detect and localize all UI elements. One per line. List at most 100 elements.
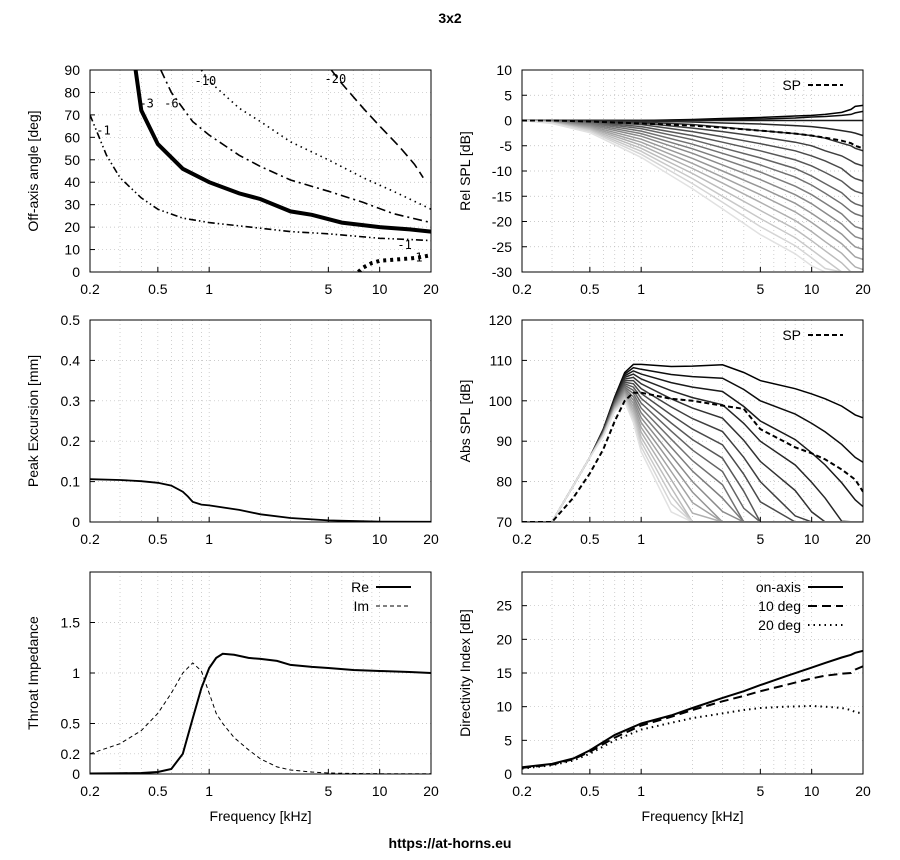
- y-axis-label: Throat Impedance: [25, 616, 41, 730]
- sp-line: [522, 391, 863, 522]
- plot-border: [89, 319, 432, 523]
- series-line: [90, 478, 431, 522]
- x-tick-label: 10: [804, 783, 820, 799]
- y-tick-label: 0.5: [61, 312, 81, 328]
- series-line: [522, 119, 863, 272]
- series-line: [522, 119, 863, 271]
- y-tick-label: 40: [64, 174, 80, 190]
- panel-relspl: 0.2 0.5 1 5 10 20 -30 -25 -20 -15 -10 -5 0 5 10 Rel SPL…: [457, 62, 871, 297]
- x-axis-label: Frequency [kHz]: [210, 808, 312, 824]
- panel-excursion: 0.2 0.5 1 5 10 20 0 0.1 0.2 0.3 0.4 0.5 Peak Excursi…: [25, 312, 439, 547]
- plot-area: [90, 652, 431, 774]
- x-tick-label: 5: [324, 783, 332, 799]
- y-tick-label: 10: [496, 699, 512, 715]
- legend-label: SP: [782, 77, 801, 93]
- y-tick-label: 100: [489, 393, 513, 409]
- legend: SP: [782, 77, 843, 93]
- x-tick-label: 1: [205, 783, 213, 799]
- x-tick-label: 5: [324, 531, 332, 547]
- x-tick-label: 5: [756, 783, 764, 799]
- x-tick-label: 10: [372, 281, 388, 297]
- x-tick-label: 1: [637, 531, 645, 547]
- y-tick-label: 10: [64, 242, 80, 258]
- y-tick-label: 1.5: [61, 615, 81, 631]
- series-line: [522, 119, 863, 230]
- x-tick-label: 5: [756, 531, 764, 547]
- y-tick-label: 25: [496, 598, 512, 614]
- y-tick-label: 0: [72, 766, 80, 782]
- contour-label: -1: [397, 238, 411, 252]
- series-line: [522, 119, 863, 240]
- legend-label: Im: [353, 598, 369, 614]
- plot-area: [90, 478, 431, 522]
- x-tick-label: 20: [855, 281, 871, 297]
- figure-footer-url[interactable]: https://at-horns.eu: [389, 835, 512, 851]
- series-line: [90, 652, 431, 774]
- y-tick-label: 0.1: [61, 474, 81, 490]
- x-tick-label: 0.5: [580, 783, 600, 799]
- contour-line: [357, 253, 431, 272]
- x-tick-label: 0.5: [580, 531, 600, 547]
- x-tick-label: 20: [423, 531, 439, 547]
- series-line: [522, 119, 863, 272]
- contour-label: -6: [164, 97, 178, 111]
- y-tick-label: -5: [500, 138, 513, 154]
- contour-line: [200, 70, 431, 210]
- contour-label: -20: [325, 72, 347, 86]
- legend-label: Re: [351, 579, 369, 595]
- x-tick-label: 0.2: [80, 783, 100, 799]
- y-axis-label: Abs SPL [dB]: [457, 380, 473, 463]
- contour-line: [90, 114, 431, 242]
- series-line: [522, 119, 863, 208]
- y-tick-label: -30: [492, 264, 512, 280]
- x-tick-label: 5: [756, 281, 764, 297]
- y-tick-label: 80: [496, 474, 512, 490]
- y-tick-label: 20: [64, 219, 80, 235]
- series-line: [522, 704, 863, 770]
- series-line: [90, 662, 431, 774]
- plot-area: [522, 363, 863, 522]
- series-line: [522, 119, 863, 272]
- y-tick-label: 1: [72, 665, 80, 681]
- contour-label: -10: [195, 74, 217, 88]
- series-line: [522, 400, 863, 522]
- series-line: [522, 119, 863, 272]
- y-tick-label: 70: [496, 514, 512, 530]
- x-tick-label: 0.5: [580, 281, 600, 297]
- y-axis-label: Rel SPL [dB]: [457, 131, 473, 211]
- y-tick-label: 0: [504, 766, 512, 782]
- y-tick-label: 110: [490, 352, 513, 368]
- plot-area: [522, 104, 863, 272]
- series-line: [522, 119, 863, 218]
- panel-offaxis: -1 -3 -6 -10 -20 -1 1 0.2 0.5 1 5 10 20 0 10 20 30 40 50 60…: [25, 62, 439, 297]
- y-axis-label: Off-axis angle [deg]: [25, 110, 41, 231]
- contour-label: -1: [96, 124, 110, 138]
- x-tick-label: 10: [372, 783, 388, 799]
- y-tick-label: 15: [496, 665, 512, 681]
- y-tick-label: 0.2: [61, 746, 81, 762]
- y-tick-label: 90: [496, 433, 512, 449]
- x-tick-label: 20: [855, 531, 871, 547]
- y-tick-label: 0.3: [61, 393, 81, 409]
- legend-label: 10 deg: [758, 598, 801, 614]
- x-tick-label: 0.2: [512, 531, 532, 547]
- x-tick-label: 20: [855, 783, 871, 799]
- x-tick-label: 20: [423, 783, 439, 799]
- plot-border: [521, 319, 864, 523]
- legend: Re Im: [351, 579, 411, 614]
- panel-abssplt: 0.2 0.5 1 5 10 20 70 80 90 100 110 120 Abs SPL [dB] S…: [457, 312, 871, 547]
- y-tick-label: 120: [489, 312, 513, 328]
- y-tick-label: 0: [72, 514, 80, 530]
- legend: SP: [782, 327, 843, 343]
- x-tick-label: 0.2: [80, 281, 100, 297]
- plot-area: [522, 649, 863, 770]
- y-tick-label: 0: [504, 113, 512, 129]
- y-tick-label: 0: [72, 264, 80, 280]
- x-tick-label: 1: [205, 531, 213, 547]
- x-tick-label: 0.5: [148, 281, 168, 297]
- legend-label: 20 deg: [758, 617, 801, 633]
- panels-container: -1-3 -6-10 -20-110.2 0.5 1 5 10 200102030405060…: [25, 62, 871, 824]
